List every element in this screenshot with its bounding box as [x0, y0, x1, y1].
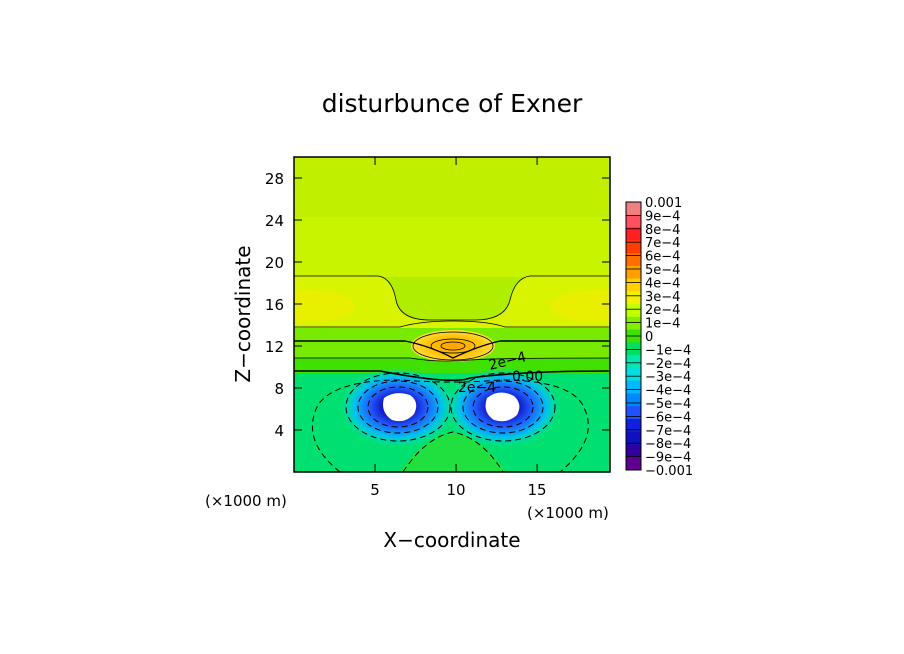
- void-right: [485, 392, 520, 422]
- colorbar-swatch: [626, 227, 641, 241]
- colorbar-swatch: [626, 214, 641, 229]
- band-green: [294, 358, 610, 373]
- colorbar-label: −6e−4: [645, 410, 691, 425]
- colorbar-swatch: [626, 444, 641, 458]
- x-tick-label: 15: [528, 481, 547, 499]
- colorbar-label: −9e−4: [645, 451, 691, 466]
- contour-field: [294, 157, 610, 472]
- colorbar-swatch: [626, 265, 641, 280]
- contour-line: [345, 372, 451, 442]
- colorbar-label: −3e−4: [645, 370, 691, 385]
- contour-line: [294, 357, 610, 362]
- contour-line: [450, 372, 556, 442]
- colorbar-swatch: [626, 304, 641, 318]
- colorbar-swatch: [626, 240, 641, 254]
- y-tick-label: 28: [265, 170, 284, 188]
- x-axis-ticks: 5 10 15: [370, 157, 547, 499]
- colorbar-swatch: [626, 431, 641, 445]
- colorbar-label: 1e−4: [645, 317, 680, 332]
- contour-line: [357, 380, 439, 434]
- contour-line: [472, 386, 534, 428]
- band-bottom-center: [400, 432, 506, 472]
- y-tick-label: 8: [274, 380, 284, 398]
- colorbar-label: −5e−4: [645, 397, 691, 412]
- x-tick-label: 10: [447, 481, 466, 499]
- yellow-side-right: [550, 290, 610, 322]
- band-yellow: [294, 276, 610, 328]
- x-tick-label: 5: [370, 481, 380, 499]
- colorbar-swatch: [626, 278, 641, 292]
- hot-spot: [411, 330, 495, 362]
- colorbar: 0.0019e−48e−47e−46e−45e−44e−43e−42e−41e−…: [625, 196, 693, 479]
- contour-line: [294, 370, 610, 382]
- colorbar-label: 9e−4: [645, 209, 680, 224]
- colorbar-label: −1e−4: [645, 343, 691, 358]
- band-upper: [294, 217, 610, 277]
- colorbar-label: 5e−4: [645, 263, 680, 278]
- colorbar-swatch: [626, 253, 641, 267]
- contour-line: [430, 338, 476, 354]
- colorbar-label: 6e−4: [645, 250, 680, 265]
- colorbar-swatch: [626, 418, 641, 433]
- colorbar-label: 0: [645, 330, 653, 345]
- colorbar-swatch: [626, 457, 641, 471]
- y-tick-label: 12: [265, 338, 284, 356]
- colorbar-label: −0.001: [645, 464, 693, 479]
- colorbar-label: −2e−4: [645, 357, 691, 372]
- contour-line: [440, 341, 466, 351]
- y-tick-label: 20: [265, 254, 284, 272]
- chart-title: disturbunce of Exner: [322, 89, 583, 118]
- contour-line: [402, 431, 504, 472]
- colorbar-swatch: [626, 355, 641, 369]
- colorbar-label: 4e−4: [645, 276, 680, 291]
- colorbar-label: 3e−4: [645, 290, 680, 305]
- contour-lines: [294, 275, 610, 382]
- band-top: [294, 157, 610, 217]
- contour-line: [294, 275, 610, 321]
- y-tick-label: 4: [274, 422, 284, 440]
- y-tick-label: 24: [265, 212, 284, 230]
- colorbar-swatch: [626, 316, 641, 331]
- colorbar-label: −4e−4: [645, 384, 691, 399]
- x-unit-note-right: (×1000 m): [527, 504, 609, 522]
- contour-label: 0.00: [512, 369, 543, 385]
- contour-line: [311, 379, 589, 472]
- plot-frame: [293, 156, 611, 473]
- colorbar-swatch: [626, 393, 641, 407]
- colorbar-swatch: [626, 406, 641, 420]
- x-axis-label: X−coordinate: [383, 528, 520, 552]
- colorbar-swatch: [626, 380, 641, 394]
- colorbar-label: 7e−4: [645, 236, 680, 251]
- colorbar-swatch: [626, 367, 641, 382]
- yellow-side-left: [294, 290, 355, 322]
- contour-line: [294, 340, 610, 359]
- colorbar-swatch: [626, 291, 641, 305]
- colorbar-swatch: [626, 202, 641, 216]
- y-tick-label: 16: [265, 296, 284, 314]
- colorbar-label: −8e−4: [645, 437, 691, 452]
- colorbar-label: 2e−4: [645, 303, 680, 318]
- colorbar-label: 8e−4: [645, 223, 680, 238]
- contour-line: [412, 331, 494, 361]
- contour-line: [367, 386, 429, 428]
- contour-label: 2e−4: [458, 380, 496, 396]
- void-left: [383, 393, 417, 422]
- y-axis-ticks: 4 8 12 16 20 24 28: [265, 170, 610, 440]
- colorbar-label: −7e−4: [645, 424, 691, 439]
- colorbar-label: 0.001: [645, 196, 682, 211]
- y-axis-label: Z−coordinate: [231, 245, 255, 382]
- negative-contours: [311, 372, 589, 472]
- x-unit-note: (×1000 m): [205, 492, 287, 510]
- contour-line: [294, 320, 610, 328]
- contour-line: [462, 380, 544, 434]
